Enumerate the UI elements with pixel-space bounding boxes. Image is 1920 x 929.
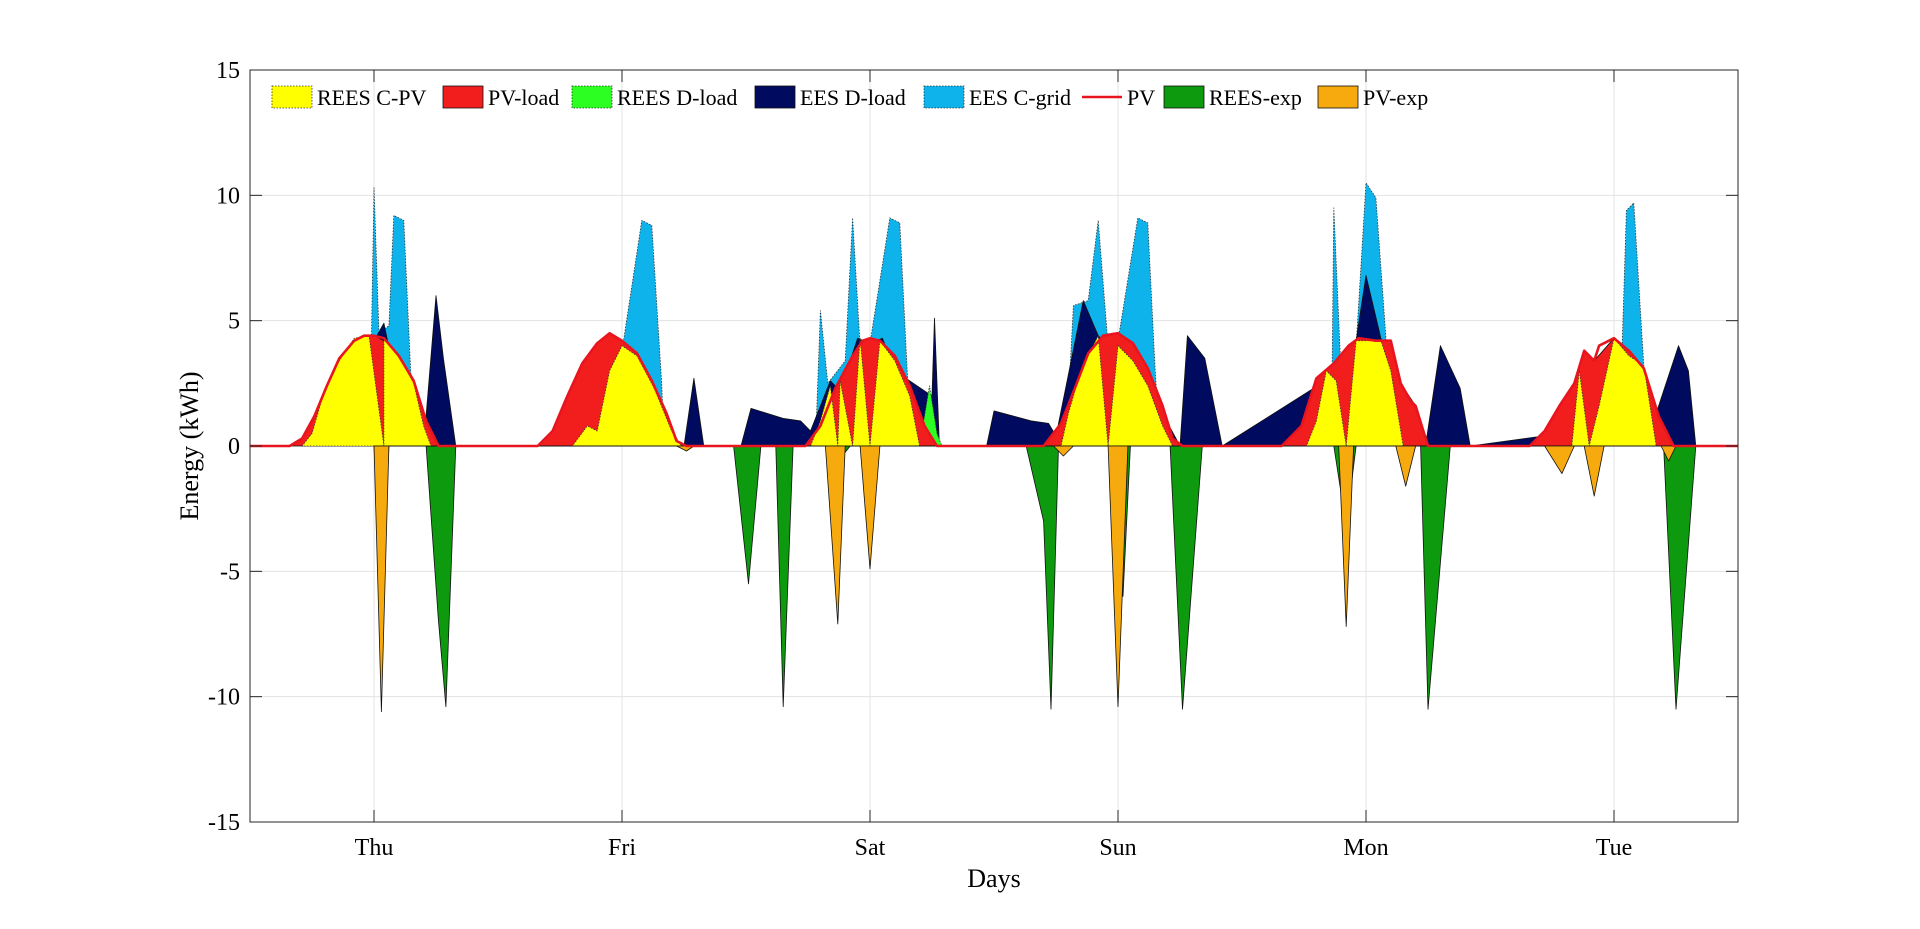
x-tick-label: Thu — [355, 835, 394, 861]
x-tick-label: Sun — [1099, 835, 1136, 861]
legend: REES C-PV PV-load REES D-load EES D-load EES… — [271, 85, 1428, 110]
y-tick-label: -10 — [208, 685, 240, 711]
legend-label-ees-d-load: EES D-load — [800, 85, 906, 110]
x-tick-label: Tue — [1596, 835, 1632, 861]
legend-swatch-rees-exp — [1163, 85, 1205, 109]
legend-swatch-ees-d-load — [754, 85, 796, 109]
legend-swatch-rees-d-load — [571, 85, 613, 109]
legend-label-pv-load: PV-load — [488, 85, 559, 110]
legend-swatch-ees-c-grid — [923, 85, 965, 109]
y-tick-label: -5 — [220, 559, 240, 585]
x-tick-label: Fri — [608, 835, 636, 861]
legend-swatch-rees-c-pv — [271, 85, 313, 109]
x-tick-label: Mon — [1343, 835, 1388, 861]
legend-label-ees-c-grid: EES C-grid — [969, 85, 1071, 110]
y-axis-label: Energy (kWh) — [175, 372, 204, 521]
y-tick-label: 15 — [216, 58, 240, 84]
y-tick-label: 10 — [216, 183, 240, 209]
y-tick-label: -15 — [208, 810, 240, 836]
legend-label-pv-exp: PV-exp — [1363, 85, 1428, 110]
legend-label-rees-exp: REES-exp — [1209, 85, 1302, 110]
legend-swatch-pv-exp — [1317, 85, 1359, 109]
legend-swatch-pv-load — [442, 85, 484, 109]
series-lines — [250, 331, 1738, 448]
y-tick-label: 5 — [228, 309, 240, 335]
legend-label-rees-c-pv: REES C-PV — [317, 85, 427, 110]
x-tick-label: Sat — [855, 835, 886, 861]
y-tick-label: 0 — [228, 434, 240, 460]
series-areas — [289, 182, 1697, 713]
series-area-rees-c-pv — [301, 335, 1657, 447]
series-line-pv — [250, 331, 1738, 448]
legend-label-pv: PV — [1127, 85, 1155, 110]
legend-label-rees-d-load: REES D-load — [617, 85, 737, 110]
x-axis-label: Days — [967, 864, 1020, 893]
axes: 15 10 5 0 -5 -10 -15 Thu Fri Sat Sun Mon Tue — [208, 58, 1739, 861]
